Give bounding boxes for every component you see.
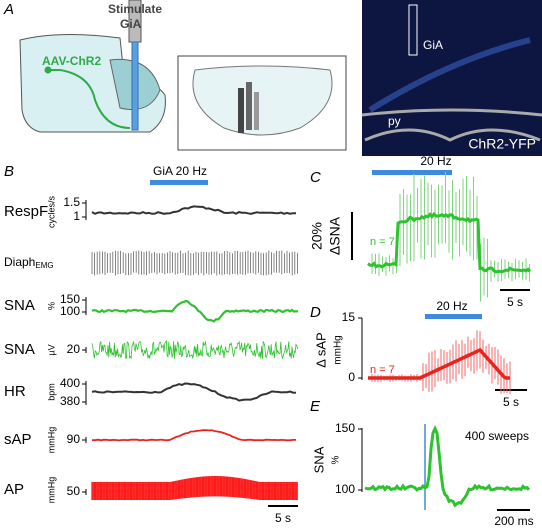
fiber-track (246, 82, 252, 130)
stimulate-label: Stimulate (108, 2, 162, 16)
trace-label: RespF (4, 203, 48, 220)
y-unit: % (331, 455, 342, 464)
trace (91, 429, 296, 442)
trace (368, 347, 510, 380)
panel-label: B (4, 163, 14, 180)
trace-unit: mmHg (46, 477, 56, 504)
note: 400 sweeps (465, 429, 529, 443)
tick-label: 0 (348, 370, 355, 384)
panel-label: C (310, 169, 321, 186)
injection-site (44, 66, 52, 74)
tick-label: 1 (73, 209, 80, 223)
y-unit: mmHg (333, 335, 344, 364)
n-label: n = 7 (370, 364, 395, 376)
trace-sub: EMG (35, 261, 53, 270)
panel-label: A (3, 1, 14, 18)
image-region: GiA (423, 38, 443, 52)
tick-label: 20 (67, 342, 81, 356)
trace-label: sAP (4, 431, 32, 448)
trace-unit: µV (46, 344, 56, 355)
brainstem-section (192, 65, 333, 136)
injection-track (48, 69, 131, 129)
stim-label: GiA 20 Hz (153, 164, 207, 178)
optic-fiber (131, 41, 139, 131)
tick-label: 150 (335, 421, 355, 435)
y-label: Δ sAP (313, 332, 328, 367)
image-caption: ChR2-YFP (468, 136, 536, 152)
trace-label: SNA (4, 341, 35, 358)
trace-unit: cycles/s (46, 196, 56, 229)
image-tract: py (388, 114, 401, 128)
fluorescence (368, 37, 531, 113)
scale-label: 5 s (503, 395, 519, 409)
y-label: SNA (311, 446, 326, 473)
panel-label: E (310, 398, 321, 415)
target-label: GiA (120, 17, 142, 31)
fiber-outline (408, 4, 418, 56)
stim-label: 20 Hz (420, 154, 451, 168)
y-label: ΔSNA (327, 216, 343, 255)
scale-label: 5 s (275, 511, 291, 525)
trace (91, 340, 298, 360)
stim-bar (150, 180, 208, 185)
stim-bar (372, 170, 452, 175)
tick-label: 100 (60, 304, 80, 318)
stim-bar (425, 314, 482, 319)
tick-label: 1.5 (63, 195, 80, 209)
scale-label: 20% (309, 222, 325, 250)
trace (91, 299, 299, 323)
trace-unit: bpm (46, 383, 56, 401)
fiber-track (254, 92, 259, 130)
trace-unit: % (46, 302, 56, 310)
trace-label: AP (4, 481, 24, 498)
tick-label: 150 (60, 292, 80, 306)
trace (91, 205, 296, 215)
tract-outline (364, 128, 541, 142)
tick-label: 400 (60, 376, 80, 390)
trace-unit: mmHg (46, 427, 56, 454)
trace (91, 382, 297, 402)
tick-label: 380 (60, 394, 80, 408)
scale-label: 200 ms (494, 514, 533, 528)
stim-label: 20 Hz (436, 299, 467, 313)
trace (367, 211, 532, 274)
panel-label: D (310, 304, 321, 321)
tick-label: 100 (335, 482, 355, 496)
tract-outline (361, 108, 542, 117)
tick-label: 15 (342, 310, 356, 324)
trace-name: Diaph (4, 255, 35, 269)
trace-label: DiaphEMG (4, 255, 54, 270)
trace-label: HR (4, 383, 26, 400)
n-label: n = 7 (370, 236, 395, 248)
fiber-track (238, 88, 244, 133)
scale-label: 5 s (507, 295, 523, 309)
virus-label: AAV-ChR2 (42, 54, 101, 68)
trace-label: SNA (4, 297, 35, 314)
tick-label: 90 (67, 432, 81, 446)
trace (364, 424, 531, 508)
tick-label: 50 (67, 484, 81, 498)
